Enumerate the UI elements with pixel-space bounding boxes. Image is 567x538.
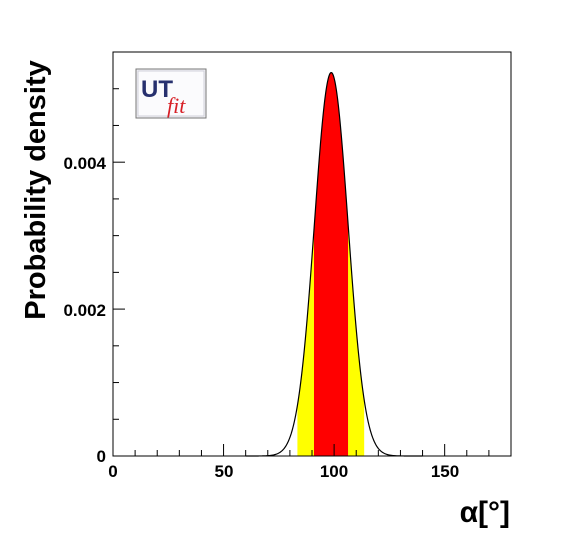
x-tick-label-50: 50 xyxy=(215,462,234,481)
axis-ticks xyxy=(112,51,512,457)
logo-ut-text: UT xyxy=(141,76,173,103)
probability-bands xyxy=(297,72,365,456)
utfit-logo: UT fit xyxy=(135,68,207,119)
x-tick-label-100: 100 xyxy=(320,462,348,481)
y-axis-title: Probability density xyxy=(20,60,52,319)
y-tick-label-0004: 0.004 xyxy=(63,154,106,173)
y-tick-label-0: 0 xyxy=(97,447,106,466)
x-axis-title: α[°] xyxy=(460,496,510,529)
x-tick-label-150: 150 xyxy=(431,462,459,481)
probability-band-1 xyxy=(313,72,349,456)
logo-fit-text: fit xyxy=(167,93,186,118)
x-tick-label-0: 0 xyxy=(108,462,117,481)
y-tick-label-0002: 0.002 xyxy=(63,301,106,320)
